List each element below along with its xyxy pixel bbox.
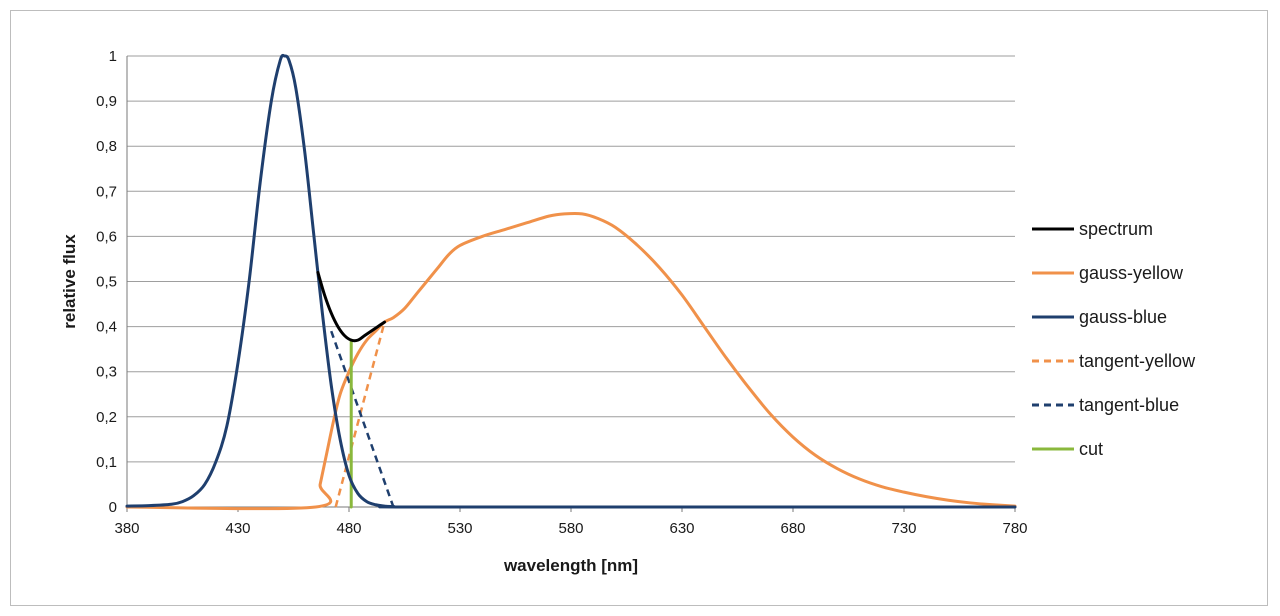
x-tick-label: 730	[891, 520, 916, 537]
series-line-tangent-blue	[330, 330, 395, 508]
series-lines	[125, 53, 1017, 511]
legend-item: cut	[1032, 439, 1103, 459]
y-tick-label: 0,7	[96, 183, 117, 200]
y-tick-label: 0,3	[96, 364, 117, 381]
legend-label: spectrum	[1079, 219, 1153, 239]
y-tick-label: 0,8	[96, 138, 117, 155]
x-tick-label: 480	[336, 520, 361, 537]
x-tick-label: 430	[225, 520, 250, 537]
y-tick-label: 0,5	[96, 274, 117, 291]
legend-label: cut	[1079, 439, 1103, 459]
series-line-spectrum	[316, 270, 387, 343]
y-tick-label: 0,2	[96, 409, 117, 426]
x-axis-title: wavelength [nm]	[503, 556, 638, 575]
y-tick-label: 0,9	[96, 93, 117, 110]
y-tick-label: 1	[109, 48, 117, 65]
series-line-tangent-yellow	[334, 321, 386, 508]
legend-label: tangent-blue	[1079, 395, 1179, 415]
x-tick-label: 380	[114, 520, 139, 537]
x-tick-label: 530	[447, 520, 472, 537]
x-tick-label: 630	[669, 520, 694, 537]
legend-item: gauss-blue	[1032, 307, 1167, 327]
legend-item: spectrum	[1032, 219, 1153, 239]
legend-label: gauss-blue	[1079, 307, 1167, 327]
y-tick-label: 0,4	[96, 319, 117, 336]
x-tick-label: 680	[780, 520, 805, 537]
y-tick-label: 0	[109, 499, 117, 516]
y-axis-title: relative flux	[60, 234, 79, 329]
y-tick-label: 0,1	[96, 454, 117, 471]
series-line-gauss-yellow	[125, 211, 1017, 511]
legend-label: tangent-yellow	[1079, 351, 1196, 371]
legend: spectrum gauss-yellow gauss-blue tangent-ye…	[1032, 219, 1196, 459]
x-tick-label: 780	[1002, 520, 1027, 537]
legend-item: tangent-blue	[1032, 395, 1179, 415]
y-tick-label: 0,6	[96, 228, 117, 245]
x-tick-label: 580	[558, 520, 583, 537]
axes: 0 0,1 0,2 0,3 0,4 0,5 0,6 0,7 0,8 0,9 1 380 430 480 53…	[96, 48, 1027, 537]
series-line-gauss-blue	[125, 53, 1017, 509]
legend-item: gauss-yellow	[1032, 263, 1184, 283]
legend-label: gauss-yellow	[1079, 263, 1184, 283]
gridlines	[127, 55, 1015, 463]
legend-item: tangent-yellow	[1032, 351, 1196, 371]
